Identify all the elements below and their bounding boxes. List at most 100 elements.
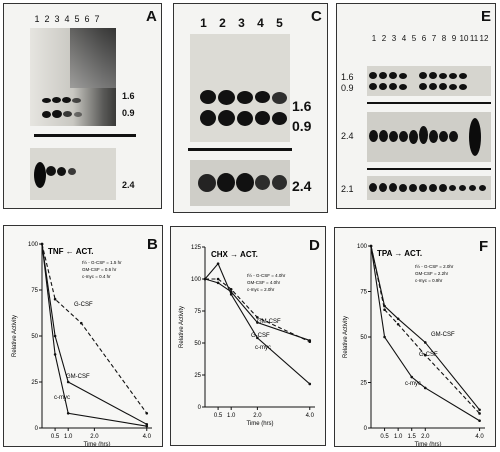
x-tick-label: 2.0 [90, 434, 99, 440]
lane-number: 4 [257, 16, 264, 30]
lane-number: 1 [34, 14, 40, 24]
lane-number: 3 [54, 14, 60, 24]
marker-0-9-a: 0.9 [122, 108, 135, 118]
y-tick-label: 50 [194, 341, 201, 347]
data-point [256, 316, 259, 319]
marker-2-1-e: 2.1 [341, 184, 354, 194]
y-tick-label: 50 [31, 334, 38, 340]
data-point [216, 262, 220, 265]
northern-blot-c-top [190, 34, 290, 142]
marker-0-9-c: 0.9 [292, 118, 312, 134]
y-tick-label: 100 [191, 277, 202, 283]
lane-number: 3 [238, 16, 245, 30]
y-axis-label: Relative Activity [179, 306, 185, 348]
lane-number: 5 [276, 16, 283, 30]
series-line-gm-csf [41, 243, 148, 425]
series-label: G-CSF [419, 352, 438, 358]
data-point [383, 335, 386, 339]
chart-panel-d: D CHX → ACT. 0.5 1.0 2.0 4.0 0 25 50 75 100 125 Tim… [170, 226, 326, 446]
series-label: c-myc [54, 395, 70, 401]
series-label: GM-CSF [431, 332, 455, 338]
lane-number: 2 [44, 14, 50, 24]
x-tick-label: 4.0 [143, 434, 152, 440]
lane-number: 2 [381, 34, 387, 43]
y-tick-label: 100 [357, 244, 368, 250]
lane-number: 6 [84, 14, 90, 24]
lane-number: 7 [431, 34, 437, 43]
lane-number: 6 [421, 34, 427, 43]
data-point [256, 336, 259, 340]
lane-number: 5 [74, 14, 80, 24]
data-point [66, 380, 70, 384]
data-point [145, 423, 149, 426]
series-label: GM-CSF [257, 319, 281, 325]
half-life-annotation: c-myc = 0.9hr [415, 278, 443, 283]
divider-c [188, 148, 292, 151]
x-axis-label: Time (hrs) [83, 442, 110, 447]
y-axis-label: Relative Activity [12, 315, 18, 357]
data-point [423, 353, 427, 357]
data-point [66, 411, 70, 415]
chart-title: TPA → ACT. [377, 249, 422, 258]
x-tick-label: 0.5 [214, 413, 223, 419]
data-point [423, 341, 427, 344]
marker-1-6-e: 1.6 [341, 72, 354, 82]
y-tick-label: 50 [360, 335, 367, 341]
data-point [396, 322, 400, 326]
x-axis-label: Time (hrs) [414, 442, 441, 447]
data-point [216, 277, 220, 281]
blot-panel-e: E 1 2 3 4 5 6 7 8 9 101112 1.6 0.9 2.4 2.1 [336, 3, 496, 209]
northern-blot-e-2 [367, 112, 491, 162]
marker-1-6-a: 1.6 [122, 91, 135, 101]
lane-number: 1 [371, 34, 377, 43]
y-tick-label: 100 [28, 242, 39, 248]
series-label: c-myc [255, 345, 271, 351]
lane-numbers-e: 1 2 3 4 5 6 7 8 9 101112 [369, 34, 489, 43]
lane-number: 8 [441, 34, 447, 43]
y-tick-label: 0 [364, 426, 368, 432]
northern-blot-e-1 [367, 66, 491, 96]
lane-number: 5 [411, 34, 417, 43]
x-tick-label: 1.0 [394, 434, 403, 440]
data-point [53, 353, 57, 356]
x-tick-label: 1.0 [64, 434, 73, 440]
panel-label-f: F [479, 238, 489, 255]
y-tick-label: 125 [191, 245, 202, 251]
panel-label-d: D [309, 237, 320, 254]
y-tick-label: 75 [194, 309, 201, 315]
data-point [79, 321, 83, 325]
data-point [216, 281, 220, 285]
x-tick-label: 4.0 [306, 413, 315, 419]
y-axis-label: Relative Activity [343, 316, 349, 358]
chart-title: CHX → ACT. [211, 250, 258, 259]
lane-number: 7 [94, 14, 100, 24]
lane-number: 9 [451, 34, 457, 43]
data-point [256, 321, 259, 324]
x-tick-label: 2.0 [253, 413, 262, 419]
x-tick-label: 2.0 [421, 434, 430, 440]
data-point [410, 375, 414, 379]
data-point [53, 334, 57, 338]
series-label: c-myc [405, 381, 421, 387]
y-tick-label: 25 [360, 381, 367, 387]
panel-label-c: C [311, 8, 322, 25]
data-point [369, 244, 373, 248]
data-point [308, 339, 312, 342]
half-life-annotation: t½ - G-CSF = 1.5 hr [82, 259, 122, 265]
data-point [145, 424, 149, 428]
marker-2-4-e: 2.4 [341, 131, 354, 141]
data-point [478, 412, 481, 415]
data-point [423, 386, 427, 390]
chart-b: TNF ← ACT. 0.5 1.0 2.0 4.0 0 25 50 75 100 Time (hr… [12, 242, 152, 447]
data-point [308, 382, 312, 386]
lane-number: 4 [401, 34, 407, 43]
northern-blot-a-top [30, 28, 116, 126]
series-label: GM-CSF [66, 374, 90, 380]
y-tick-label: 75 [31, 288, 38, 294]
y-tick-label: 0 [198, 405, 202, 411]
data-point [203, 277, 207, 281]
marker-0-9-e: 0.9 [341, 83, 354, 93]
